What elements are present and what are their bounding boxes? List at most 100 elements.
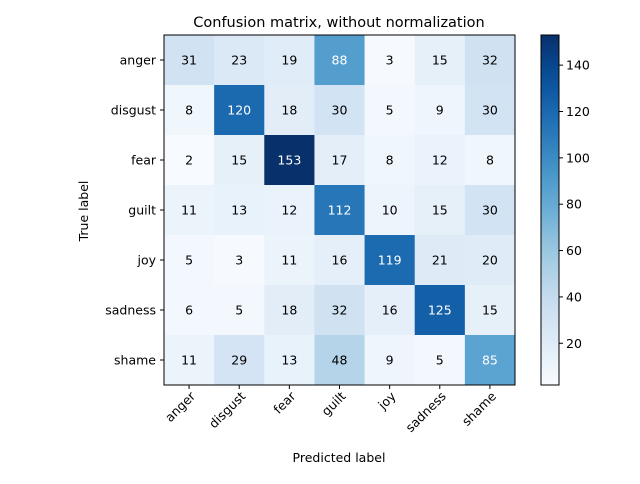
cell-value-label: 16 xyxy=(382,303,398,318)
heatmap-cell xyxy=(214,235,265,286)
cell-value-label: 16 xyxy=(332,253,348,268)
cell-value-label: 17 xyxy=(332,153,348,168)
heatmap-cell xyxy=(314,35,366,86)
heatmap-cell xyxy=(164,135,215,186)
cell-value-label: 23 xyxy=(231,53,247,68)
cell-value-label: 85 xyxy=(482,353,498,368)
heatmap-cell xyxy=(214,185,265,236)
heatmap-cell xyxy=(164,285,215,336)
heatmap-cell xyxy=(214,135,265,186)
cell-value-label: 125 xyxy=(428,303,452,318)
cell-value-label: 153 xyxy=(277,153,301,168)
cell-value-label: 5 xyxy=(436,353,444,368)
cell-value-label: 30 xyxy=(482,203,498,218)
heatmap-cell xyxy=(164,185,215,236)
cell-value-label: 12 xyxy=(281,203,297,218)
cell-value-label: 11 xyxy=(181,353,197,368)
cell-value-label: 13 xyxy=(231,203,247,218)
heatmap-cell xyxy=(164,35,215,86)
colorbar-ticks: 20 40 60 80 100 120 140 xyxy=(559,58,590,351)
cell-value-label: 18 xyxy=(281,303,297,318)
cell-value-label: 15 xyxy=(231,153,247,168)
heatmap-cells: 31 23 19 88 3 15 328 120 18 30 5 9 302 15 153 17 8 12 811 1… xyxy=(164,35,516,386)
heatmap-cell xyxy=(464,285,516,336)
heatmap-cell xyxy=(414,85,466,136)
colorbar-tick-label: 120 xyxy=(566,104,590,119)
heatmap-cell xyxy=(464,335,516,386)
cell-value-label: 6 xyxy=(185,303,193,318)
heatmap-cell xyxy=(364,35,416,86)
heatmap-cell xyxy=(264,285,315,336)
colorbar-tick-label: 80 xyxy=(566,197,582,212)
cell-value-label: 21 xyxy=(432,253,448,268)
heatmap-cell xyxy=(264,135,315,186)
heatmap-cell xyxy=(214,85,265,136)
heatmap-cell xyxy=(164,85,215,136)
colorbar-tick-label: 60 xyxy=(566,243,582,258)
cell-value-label: 10 xyxy=(382,203,398,218)
y-tick-label: shame xyxy=(114,353,156,368)
cell-value-label: 11 xyxy=(281,253,297,268)
heatmap-cell xyxy=(464,85,516,136)
cell-value-label: 32 xyxy=(482,53,498,68)
heatmap-cell xyxy=(264,35,315,86)
heatmap-cell xyxy=(414,135,466,186)
x-tick-label: anger xyxy=(162,388,199,425)
heatmap-cell xyxy=(414,35,466,86)
x-tick-label: shame xyxy=(459,388,499,428)
y-ticks: anger disgust fear guilt joy sadness shame xyxy=(105,53,164,368)
colorbar-tick-label: 100 xyxy=(566,150,590,165)
cell-value-label: 8 xyxy=(386,153,394,168)
cell-value-label: 8 xyxy=(486,153,494,168)
cell-value-label: 13 xyxy=(281,353,297,368)
cell-value-label: 15 xyxy=(482,303,498,318)
cell-value-label: 3 xyxy=(235,253,243,268)
heatmap-cell xyxy=(364,235,416,286)
cell-value-label: 120 xyxy=(227,103,251,118)
heatmap-cell xyxy=(414,335,466,386)
heatmap-cell xyxy=(314,335,366,386)
heatmap-cell xyxy=(264,85,315,136)
heatmap-cell xyxy=(264,235,315,286)
y-tick-label: sadness xyxy=(105,303,156,318)
chart-title: Confusion matrix, without normalization xyxy=(193,15,484,31)
heatmap-cell xyxy=(164,335,215,386)
heatmap-cell xyxy=(464,35,516,86)
y-tick-label: fear xyxy=(131,153,157,168)
cell-value-label: 5 xyxy=(185,253,193,268)
cell-value-label: 11 xyxy=(181,203,197,218)
cell-value-label: 12 xyxy=(432,153,448,168)
cell-value-label: 15 xyxy=(432,203,448,218)
heatmap-cell xyxy=(264,335,315,386)
cell-value-label: 5 xyxy=(386,103,394,118)
cell-value-label: 3 xyxy=(386,53,394,68)
heatmap-cell xyxy=(314,285,366,336)
colorbar xyxy=(540,34,560,386)
heatmap-cell xyxy=(414,185,466,236)
heatmap-cell xyxy=(364,335,416,386)
cell-value-label: 48 xyxy=(332,353,348,368)
cell-value-label: 112 xyxy=(328,203,352,218)
cell-value-label: 9 xyxy=(386,353,394,368)
heatmap-cell xyxy=(314,235,366,286)
heatmap-cell xyxy=(364,135,416,186)
heatmap-cell xyxy=(414,235,466,286)
x-tick-label: joy xyxy=(374,388,399,413)
heatmap-cell xyxy=(314,85,366,136)
heatmap-cell xyxy=(314,185,366,236)
heatmap-cell xyxy=(214,285,265,336)
cell-value-label: 30 xyxy=(332,103,348,118)
cell-value-label: 8 xyxy=(185,103,193,118)
colorbar-tick-label: 40 xyxy=(566,289,582,304)
cell-value-label: 2 xyxy=(185,153,193,168)
cell-value-label: 20 xyxy=(482,253,498,268)
heatmap-cell xyxy=(364,185,416,236)
heatmap-cell xyxy=(364,285,416,336)
cell-value-label: 119 xyxy=(378,253,402,268)
x-ticks: anger disgust fear guilt joy sadness shame xyxy=(162,385,499,435)
x-tick-label: disgust xyxy=(206,388,249,431)
cell-value-label: 31 xyxy=(181,53,197,68)
cell-value-label: 15 xyxy=(432,53,448,68)
heatmap-cell xyxy=(164,235,215,286)
